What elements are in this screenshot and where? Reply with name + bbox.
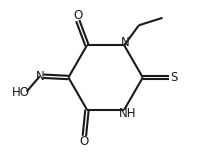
Text: S: S [170,71,177,84]
Text: HO: HO [11,86,29,99]
Text: NH: NH [119,107,136,120]
Text: N: N [35,70,44,83]
Text: O: O [73,9,82,22]
Text: O: O [79,135,89,148]
Text: N: N [121,36,130,49]
